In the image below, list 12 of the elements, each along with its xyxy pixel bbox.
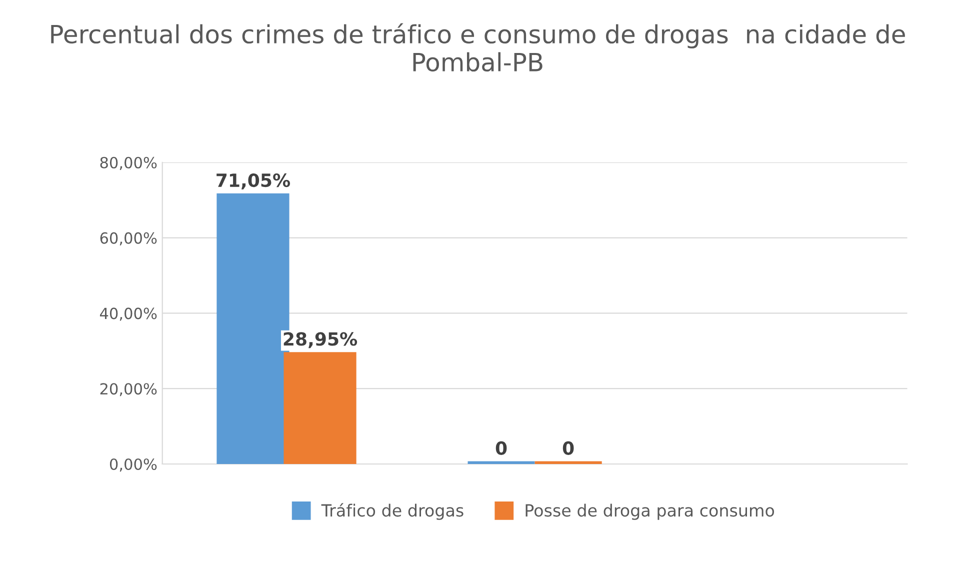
data-label: 0 xyxy=(496,441,507,455)
chart-title: Percentual dos crimes de tráfico e consumo de drogas na cidade de Pombal-PB xyxy=(51,23,905,72)
y-tick-label: 80,00% xyxy=(100,156,157,170)
legend-label: Tráfico de drogas xyxy=(321,503,464,520)
y-tick-label: 60,00% xyxy=(100,232,157,246)
data-label: 0 xyxy=(562,441,574,455)
data-label: 28,95% xyxy=(284,332,358,348)
y-tick-label: 0,00% xyxy=(110,458,157,472)
y-tick-label: 40,00% xyxy=(100,308,157,321)
data-label: 71,05% xyxy=(216,173,290,190)
y-tick-label: 20,00% xyxy=(100,383,157,396)
legend-label: Posse de droga para consumo xyxy=(526,504,774,520)
